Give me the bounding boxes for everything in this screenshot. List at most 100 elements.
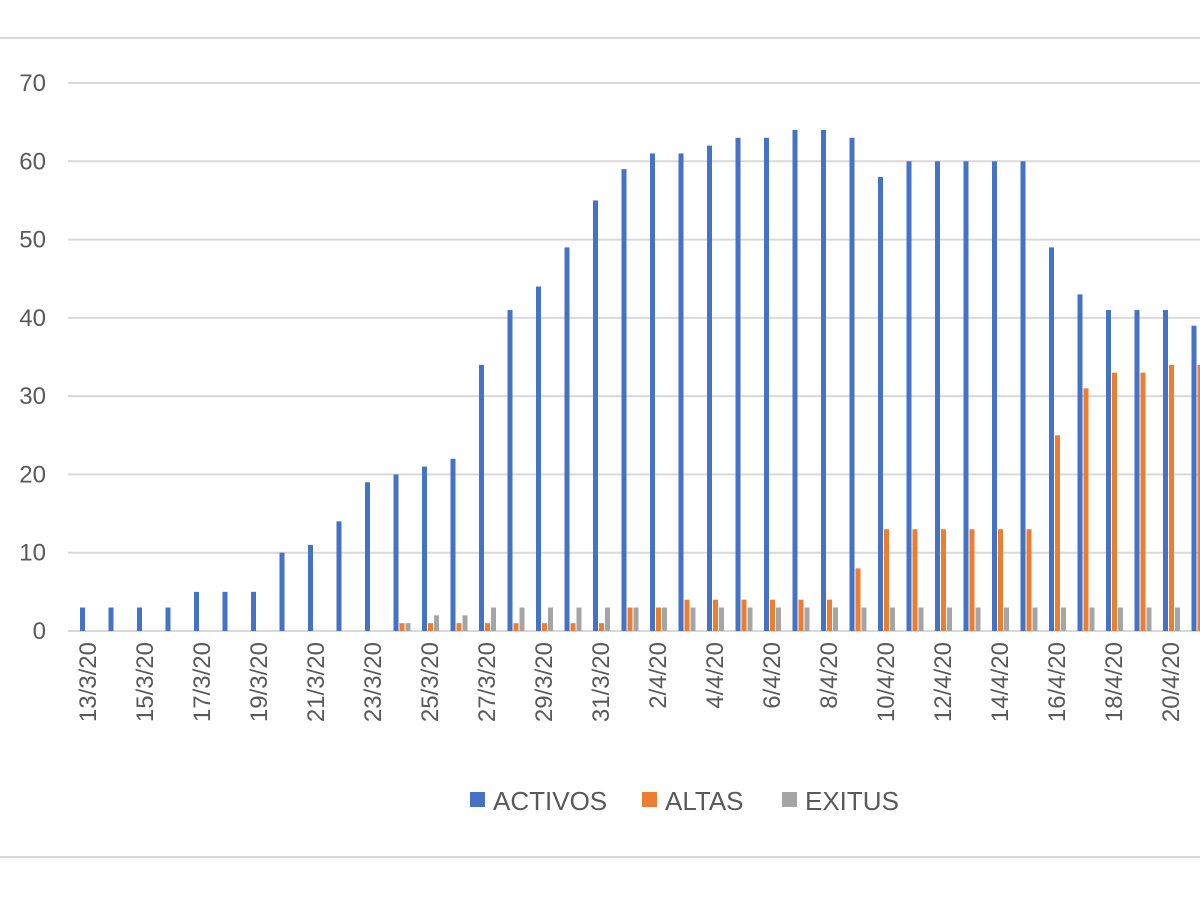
bar-activos bbox=[906, 161, 912, 632]
y-tick-label: 40 bbox=[19, 305, 46, 332]
bar-activos bbox=[963, 161, 969, 632]
bar-activos bbox=[336, 521, 342, 631]
bar-exitus bbox=[890, 607, 895, 631]
bar-exitus bbox=[1061, 607, 1066, 631]
legend-swatch bbox=[782, 792, 797, 807]
bar-activos bbox=[536, 286, 541, 631]
bar-exitus bbox=[1146, 607, 1152, 631]
bar-altas bbox=[570, 623, 576, 631]
x-tick-label: 19/3/20 bbox=[246, 642, 273, 722]
bar-exitus bbox=[1089, 607, 1095, 631]
bar-exitus bbox=[548, 607, 553, 631]
bar-exitus bbox=[405, 623, 411, 631]
y-tick-label: 70 bbox=[19, 70, 46, 97]
bar-altas bbox=[684, 599, 690, 631]
x-tick-label: 8/4/20 bbox=[816, 642, 843, 709]
x-tick-label: 20/4/20 bbox=[1158, 642, 1185, 722]
x-tick-label: 18/4/20 bbox=[1101, 642, 1128, 722]
bar-activos bbox=[1049, 247, 1054, 631]
bar-exitus bbox=[975, 607, 981, 631]
bar-exitus bbox=[576, 607, 582, 631]
bar-exitus bbox=[605, 607, 610, 631]
x-tick-label: 14/4/20 bbox=[987, 642, 1014, 722]
bar-exitus bbox=[719, 607, 724, 631]
x-tick-label: 23/3/20 bbox=[360, 642, 387, 722]
bar-altas bbox=[399, 623, 405, 631]
bar-exitus bbox=[1175, 607, 1180, 631]
bar-exitus bbox=[519, 607, 525, 631]
x-axis-ticks: 13/3/20 15/3/20 17/3/20 19/3/20 21/3/20 23/3/… bbox=[75, 642, 1185, 722]
y-axis-ticks: 0 10 20 30 40 50 60 70 bbox=[19, 70, 46, 645]
bar-altas bbox=[1055, 435, 1060, 631]
bar-activos bbox=[707, 145, 712, 631]
bar-activos bbox=[279, 552, 285, 631]
bar-activos bbox=[1134, 310, 1140, 631]
bar-activos bbox=[1077, 294, 1083, 631]
bar-exitus bbox=[747, 607, 753, 631]
bar-altas bbox=[741, 599, 747, 631]
bar-activos bbox=[507, 310, 513, 631]
bar-activos bbox=[735, 137, 741, 632]
series-exitus bbox=[405, 607, 1180, 631]
x-tick-label: 21/3/20 bbox=[303, 642, 330, 722]
bar-exitus bbox=[491, 607, 496, 631]
bar-altas bbox=[998, 529, 1003, 631]
x-tick-label: 16/4/20 bbox=[1044, 642, 1071, 722]
bar-activos bbox=[764, 137, 769, 632]
bar-activos bbox=[194, 591, 199, 631]
x-tick-label: 13/3/20 bbox=[75, 642, 102, 722]
bar-altas bbox=[627, 607, 633, 631]
bar-exitus bbox=[776, 607, 781, 631]
bar-exitus bbox=[662, 607, 667, 631]
bar-altas bbox=[1026, 529, 1032, 631]
bar-activos bbox=[1191, 325, 1197, 631]
bar-altas bbox=[428, 623, 433, 631]
bar-altas bbox=[827, 599, 832, 631]
bar-altas bbox=[656, 607, 661, 631]
bar-activos bbox=[137, 607, 142, 631]
bar-activos bbox=[849, 137, 855, 632]
bar-exitus bbox=[833, 607, 838, 631]
bar-altas bbox=[1197, 364, 1200, 631]
bar-activos bbox=[479, 364, 484, 631]
legend-swatch bbox=[642, 792, 657, 807]
bar-exitus bbox=[633, 607, 639, 631]
bar-altas bbox=[485, 623, 490, 631]
x-tick-label: 29/3/20 bbox=[531, 642, 558, 722]
bar-altas bbox=[513, 623, 519, 631]
bar-altas bbox=[1112, 372, 1117, 631]
x-tick-label: 15/3/20 bbox=[132, 642, 159, 722]
legend-label: ACTIVOS bbox=[493, 786, 607, 816]
bar-altas bbox=[542, 623, 547, 631]
bar-activos bbox=[165, 607, 171, 631]
bar-exitus bbox=[918, 607, 924, 631]
bar-activos bbox=[792, 129, 798, 631]
legend-swatch bbox=[470, 792, 485, 807]
bar-altas bbox=[1140, 372, 1146, 631]
legend-label: ALTAS bbox=[665, 786, 744, 816]
x-tick-label: 4/4/20 bbox=[702, 642, 729, 709]
bar-exitus bbox=[1118, 607, 1123, 631]
bar-activos bbox=[678, 153, 684, 631]
bar-altas bbox=[912, 529, 918, 631]
bar-activos bbox=[593, 200, 598, 631]
y-tick-label: 10 bbox=[19, 540, 46, 567]
y-tick-label: 30 bbox=[19, 383, 46, 410]
bar-exitus bbox=[690, 607, 696, 631]
bar-activos bbox=[650, 153, 655, 631]
bar-activos bbox=[935, 161, 940, 632]
x-tick-label: 25/3/20 bbox=[417, 642, 444, 722]
x-tick-label: 2/4/20 bbox=[645, 642, 672, 709]
x-tick-label: 6/4/20 bbox=[759, 642, 786, 709]
bar-exitus bbox=[462, 615, 468, 631]
legend: ACTIVOS ALTAS EXITUS bbox=[470, 786, 899, 816]
bar-activos bbox=[992, 161, 997, 632]
x-tick-label: 27/3/20 bbox=[474, 642, 501, 722]
bar-altas bbox=[969, 529, 975, 631]
bar-activos bbox=[422, 466, 427, 631]
bar-activos bbox=[450, 458, 456, 631]
bar-altas bbox=[713, 599, 718, 631]
bar-exitus bbox=[1032, 607, 1038, 631]
legend-label: EXITUS bbox=[805, 786, 899, 816]
y-tick-label: 20 bbox=[19, 461, 46, 488]
